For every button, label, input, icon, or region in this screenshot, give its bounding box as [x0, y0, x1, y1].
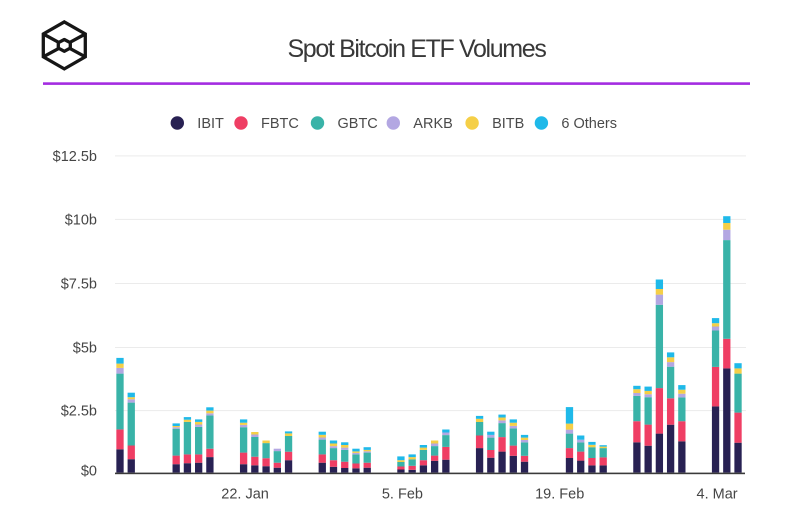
- svg-text:$5b: $5b: [73, 341, 97, 357]
- svg-text:Spot Bitcoin ETF Volumes: Spot Bitcoin ETF Volumes: [287, 35, 546, 63]
- svg-text:19. Feb: 19. Feb: [535, 487, 584, 503]
- svg-text:FBTC: FBTC: [261, 116, 299, 132]
- svg-text:$12.5b: $12.5b: [53, 149, 97, 165]
- svg-text:$0: $0: [81, 464, 97, 480]
- svg-text:IBIT: IBIT: [197, 116, 224, 132]
- svg-text:BITB: BITB: [492, 116, 524, 132]
- svg-text:GBTC: GBTC: [338, 116, 378, 132]
- svg-text:$10b: $10b: [65, 212, 97, 228]
- svg-text:4. Mar: 4. Mar: [697, 487, 738, 503]
- svg-text:$7.5b: $7.5b: [61, 277, 97, 293]
- svg-text:$2.5b: $2.5b: [61, 404, 97, 420]
- svg-text:ARKB: ARKB: [413, 116, 453, 132]
- svg-text:5. Feb: 5. Feb: [382, 487, 423, 503]
- svg-text:6 Others: 6 Others: [561, 116, 617, 132]
- svg-text:22. Jan: 22. Jan: [221, 487, 269, 503]
